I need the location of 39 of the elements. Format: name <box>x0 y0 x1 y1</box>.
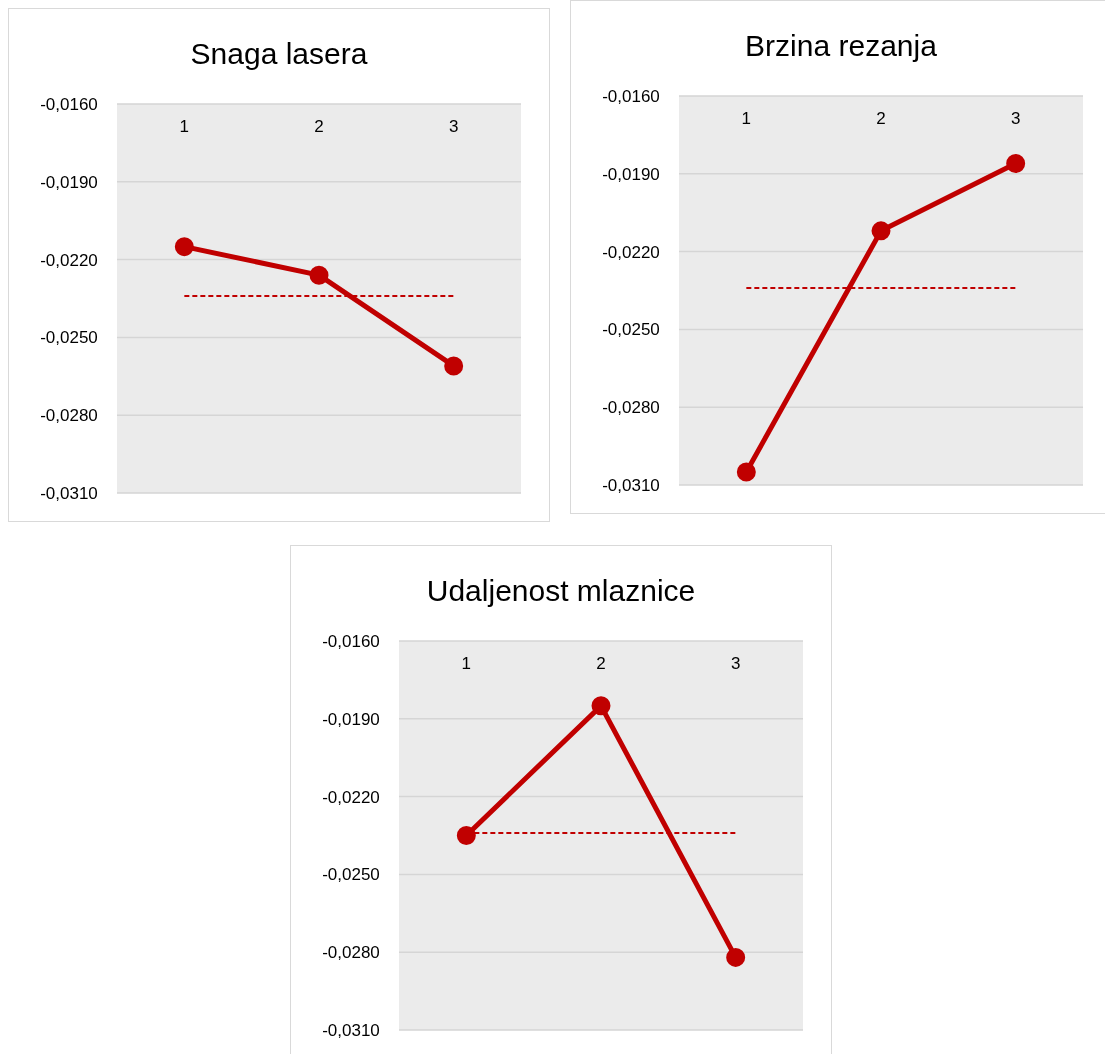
y-tick-label: -0,0220 <box>602 242 660 262</box>
y-tick-label: -0,0250 <box>602 320 660 340</box>
y-tick-label: -0,0190 <box>322 709 380 729</box>
x-tick-label: 3 <box>730 654 741 673</box>
x-tick-label: 2 <box>314 117 324 136</box>
y-tick-label: -0,0250 <box>40 328 98 348</box>
y-tick-label: -0,0160 <box>40 95 98 115</box>
chart-title: Brzina rezanja <box>744 29 938 63</box>
y-tick-label: -0,0310 <box>40 484 98 504</box>
point <box>591 696 611 716</box>
point <box>309 265 329 285</box>
point <box>1006 153 1026 173</box>
y-tick-label: -0,0190 <box>602 164 660 184</box>
y-tick-label: -0,0250 <box>322 865 380 885</box>
point <box>726 947 746 967</box>
y-tick-label: -0,0190 <box>40 172 98 192</box>
point <box>736 462 756 482</box>
y-tick-label: -0,0220 <box>40 250 98 270</box>
y-tick-label: -0,0160 <box>602 87 660 107</box>
y-tick-label: -0,0220 <box>322 787 380 807</box>
x-tick-label: 3 <box>448 117 459 136</box>
y-tick-label: -0,0310 <box>322 1021 380 1041</box>
point <box>444 356 464 376</box>
chart-title: Udaljenost mlaznice <box>425 574 697 608</box>
x-tick-label: 2 <box>876 109 886 128</box>
y-tick-label: -0,0310 <box>602 476 660 496</box>
y-tick-label: -0,0280 <box>322 943 380 963</box>
y-tick-label: -0,0160 <box>322 632 380 652</box>
x-tick-label: 1 <box>461 654 472 673</box>
y-tick-label: -0,0280 <box>40 406 98 426</box>
x-tick-label: 3 <box>1010 109 1021 128</box>
y-tick-label: -0,0280 <box>602 398 660 418</box>
point <box>456 826 476 845</box>
point <box>174 237 194 257</box>
x-tick-label: 1 <box>179 117 190 136</box>
x-tick-label: 1 <box>741 109 752 128</box>
point <box>871 221 891 241</box>
chart-title: Snaga lasera <box>189 37 369 71</box>
x-tick-label: 2 <box>596 654 606 673</box>
